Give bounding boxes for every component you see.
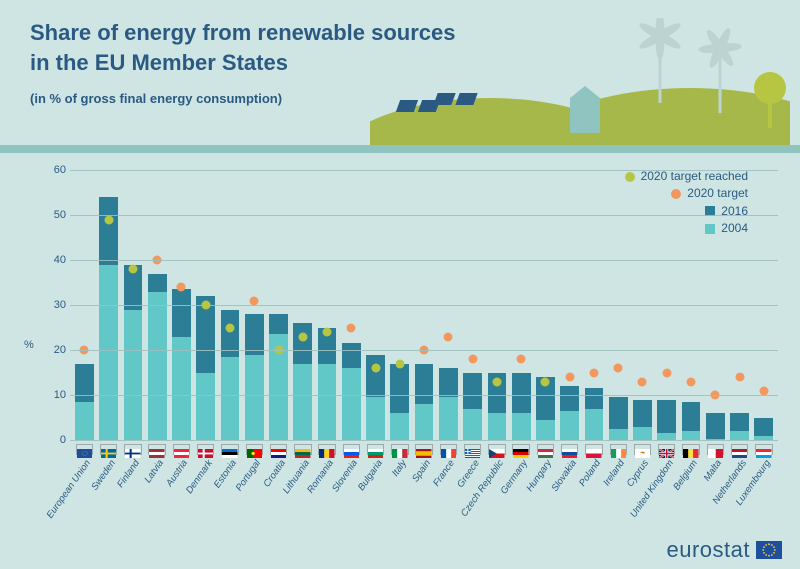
y-tick: 50 bbox=[42, 209, 66, 221]
gridline bbox=[70, 395, 778, 396]
x-axis-flags bbox=[70, 442, 778, 456]
x-axis-labels: European UnionSwedenFinlandLatviaAustria… bbox=[70, 458, 778, 538]
flag-hu bbox=[537, 444, 554, 455]
flag-lu bbox=[755, 444, 772, 455]
footer-brand: eurostat bbox=[667, 537, 751, 563]
flag-lt bbox=[294, 444, 311, 455]
gridline bbox=[70, 440, 778, 441]
y-tick: 0 bbox=[42, 434, 66, 446]
flag-lv bbox=[148, 444, 165, 455]
target-marker bbox=[565, 373, 574, 382]
x-label: Italy bbox=[390, 458, 409, 479]
target-reached-marker bbox=[371, 364, 380, 373]
x-label: Finland bbox=[115, 458, 142, 490]
flag-cy bbox=[634, 444, 651, 455]
gridline bbox=[70, 260, 778, 261]
target-marker bbox=[517, 355, 526, 364]
flag-es bbox=[415, 444, 432, 455]
y-tick: 10 bbox=[42, 389, 66, 401]
gridline bbox=[70, 215, 778, 216]
header-divider bbox=[0, 145, 800, 153]
target-reached-marker bbox=[104, 215, 113, 224]
y-tick: 30 bbox=[42, 299, 66, 311]
target-marker bbox=[735, 373, 744, 382]
renewable-energy-illustration bbox=[370, 18, 790, 146]
target-marker bbox=[589, 368, 598, 377]
flag-sk bbox=[561, 444, 578, 455]
flag-hr bbox=[270, 444, 287, 455]
plot-area: 0102030405060 bbox=[70, 170, 778, 440]
target-marker bbox=[759, 386, 768, 395]
y-axis-label: % bbox=[24, 339, 34, 351]
gridline bbox=[70, 350, 778, 351]
chart: 2020 target reached 2020 target 2016 200… bbox=[30, 162, 778, 527]
x-label: European Union bbox=[45, 458, 93, 521]
flag-be bbox=[682, 444, 699, 455]
target-marker bbox=[638, 377, 647, 386]
flag-ro bbox=[318, 444, 335, 455]
flag-se bbox=[100, 444, 117, 455]
target-reached-marker bbox=[395, 359, 404, 368]
page: Share of energy from renewable sources i… bbox=[0, 0, 800, 569]
target-marker bbox=[177, 283, 186, 292]
flag-ie bbox=[610, 444, 627, 455]
flag-fr bbox=[440, 444, 457, 455]
target-marker bbox=[347, 323, 356, 332]
gridline bbox=[70, 305, 778, 306]
target-reached-marker bbox=[298, 332, 307, 341]
flag-ee bbox=[221, 444, 238, 455]
x-label: Spain bbox=[410, 458, 433, 484]
flag-de bbox=[512, 444, 529, 455]
x-label: Ireland bbox=[602, 458, 628, 488]
flag-pt bbox=[246, 444, 263, 455]
target-marker bbox=[250, 296, 259, 305]
target-reached-marker bbox=[225, 323, 234, 332]
flag-si bbox=[343, 444, 360, 455]
target-marker bbox=[614, 364, 623, 373]
target-marker bbox=[687, 377, 696, 386]
gridline bbox=[70, 170, 778, 171]
flag-mt bbox=[707, 444, 724, 455]
flag-at bbox=[173, 444, 190, 455]
target-marker bbox=[468, 355, 477, 364]
flag-gr bbox=[464, 444, 481, 455]
flag-it bbox=[391, 444, 408, 455]
eu-flag-icon bbox=[756, 541, 782, 559]
flag-nl bbox=[731, 444, 748, 455]
footer: eurostat bbox=[0, 531, 800, 569]
flag-eu bbox=[76, 444, 93, 455]
target-reached-marker bbox=[541, 377, 550, 386]
flag-dk bbox=[197, 444, 214, 455]
flag-fi bbox=[124, 444, 141, 455]
flag-bg bbox=[367, 444, 384, 455]
x-label: Poland bbox=[577, 458, 603, 489]
target-marker bbox=[662, 368, 671, 377]
flag-cz bbox=[488, 444, 505, 455]
target-reached-marker bbox=[128, 265, 137, 274]
flag-pl bbox=[585, 444, 602, 455]
y-tick: 60 bbox=[42, 164, 66, 176]
target-reached-marker bbox=[323, 328, 332, 337]
target-marker bbox=[444, 332, 453, 341]
x-label: France bbox=[431, 458, 457, 489]
flag-gb bbox=[658, 444, 675, 455]
x-label: Malta bbox=[702, 458, 724, 483]
target-reached-marker bbox=[492, 377, 501, 386]
y-tick: 20 bbox=[42, 344, 66, 356]
y-tick: 40 bbox=[42, 254, 66, 266]
x-label: Latvia bbox=[143, 458, 167, 485]
